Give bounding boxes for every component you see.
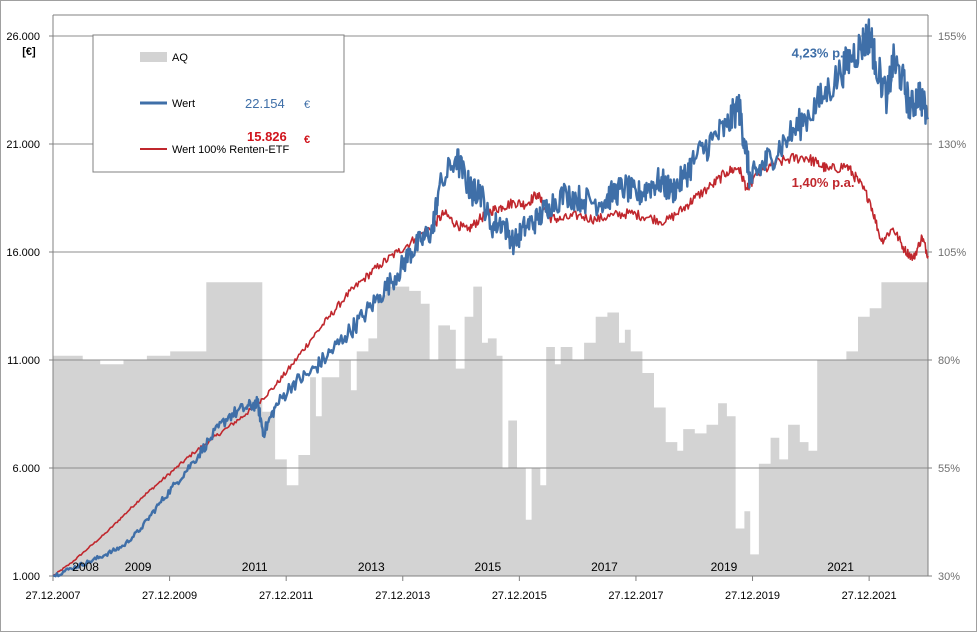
- legend-label-aq: AQ: [172, 52, 188, 64]
- year-label-2: 2011: [242, 560, 268, 574]
- annotations: 4,23% p.a. 1,40% p.a.: [792, 46, 855, 191]
- year-label-6: 2019: [711, 560, 738, 574]
- series-lines: [52, 18, 930, 578]
- year-label-0: 2008: [72, 560, 99, 574]
- legend-value-renten: 15.826: [247, 129, 287, 144]
- aq-area: [53, 282, 928, 576]
- legend: AQ Wert 22.154 € Wert 100% Renten-ETF 15…: [92, 34, 345, 173]
- legend-value-wert: 22.154: [245, 96, 285, 111]
- y-axis-right: 30% 55% 80% 105% 130% 155%: [928, 31, 966, 583]
- legend-swatch-aq: [140, 52, 167, 62]
- y-right-tick-label-4: 130%: [938, 139, 966, 151]
- legend-unit-wert: €: [304, 99, 310, 111]
- x-tick-label-5: 27.12.2017: [608, 590, 663, 602]
- x-tick-label-4: 27.12.2015: [492, 590, 547, 602]
- y-left-tick-label-2: 11.000: [7, 355, 40, 367]
- aq-area-layer: [53, 282, 928, 576]
- x-tick-label-3: 27.12.2013: [375, 590, 430, 602]
- y-left-tick-label-4: 21.000: [6, 139, 40, 151]
- y-left-tick-label-5: 26.000: [6, 31, 40, 43]
- y-right-tick-label-5: 155%: [938, 31, 966, 43]
- legend-label-renten: Wert 100% Renten-ETF: [172, 144, 289, 156]
- x-tick-label-2: 27.12.2011: [259, 590, 313, 602]
- year-labels: 2008 2009 2011 2013 2015 2017 2019 2021: [72, 560, 854, 574]
- year-label-5: 2017: [591, 560, 618, 574]
- series-line-renten-etf: [52, 152, 929, 577]
- year-label-3: 2013: [358, 560, 385, 574]
- x-axis: 27.12.2007 27.12.2009 27.12.2011 27.12.2013…: [25, 576, 897, 602]
- y-left-tick-label-3: 16.000: [6, 247, 40, 259]
- annotation-0: 4,23% p.a.: [792, 46, 855, 61]
- y-right-tick-label-0: 30%: [938, 571, 960, 583]
- y-axis-left: 1.000 6.000 11.000 16.000 21.000 26.000: [6, 31, 53, 583]
- x-tick-label-7: 27.12.2021: [842, 590, 897, 602]
- y-right-tick-label-1: 55%: [938, 463, 960, 475]
- legend-unit-renten: €: [304, 134, 310, 146]
- x-tick-label-0: 27.12.2007: [25, 590, 80, 602]
- legend-label-wert: Wert: [172, 98, 195, 110]
- annotation-1: 1,40% p.a.: [792, 175, 855, 190]
- year-label-1: 2009: [125, 560, 152, 574]
- y-right-tick-label-2: 80%: [938, 355, 960, 367]
- series-line-wert: [52, 18, 930, 578]
- year-label-7: 2021: [827, 560, 854, 574]
- x-tick-label-1: 27.12.2009: [142, 590, 197, 602]
- legend-box: [92, 34, 345, 173]
- year-label-4: 2015: [475, 560, 502, 574]
- plot-border: [52, 14, 929, 577]
- y-right-tick-label-3: 105%: [938, 247, 966, 259]
- y-left-tick-label-0: 1.000: [12, 571, 40, 583]
- x-tick-label-6: 27.12.2019: [725, 590, 780, 602]
- y-unit-label: [€]: [22, 46, 36, 58]
- y-left-tick-label-1: 6.000: [12, 463, 40, 475]
